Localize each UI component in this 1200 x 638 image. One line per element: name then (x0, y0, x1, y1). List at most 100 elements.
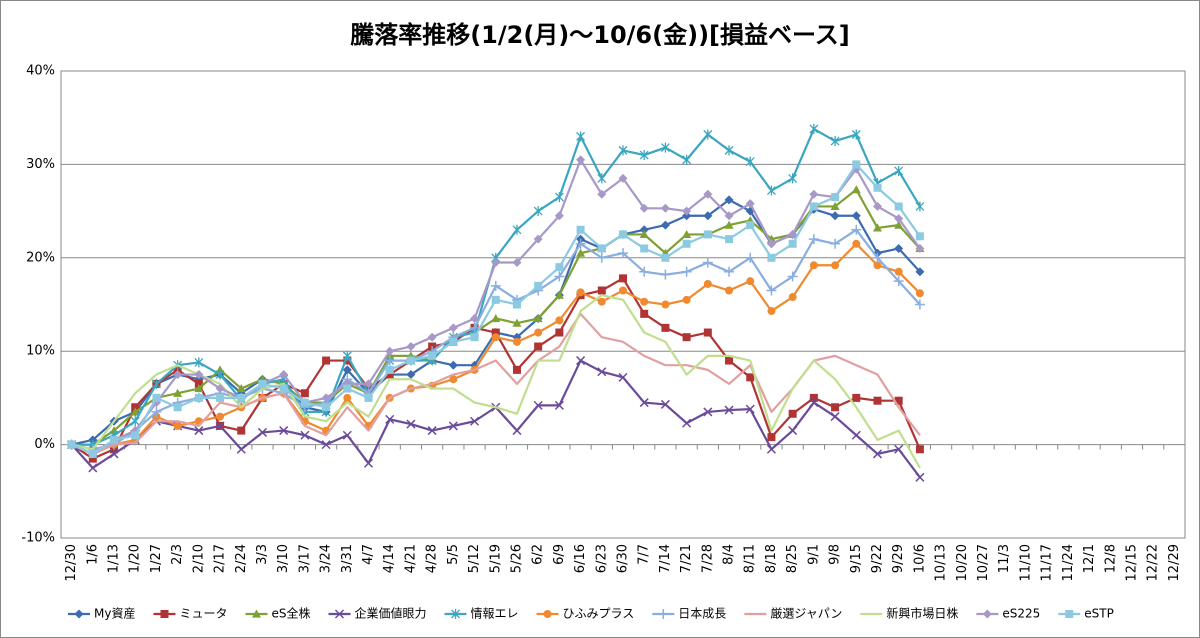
marker (491, 295, 500, 304)
marker (703, 189, 713, 199)
marker (703, 230, 712, 239)
x-tick-label: 10/27 (976, 544, 991, 581)
marker (364, 393, 373, 402)
marker (618, 372, 628, 382)
marker (342, 350, 352, 361)
x-tick-label: 4/28 (425, 544, 440, 573)
marker (894, 444, 904, 454)
marker (809, 189, 819, 199)
x-tick-label: 2/3 (170, 544, 185, 565)
marker (130, 416, 140, 427)
marker (873, 396, 882, 405)
marker (915, 472, 925, 482)
marker (619, 230, 627, 239)
legend-label: 企業価値眼力 (355, 606, 427, 621)
marker (152, 393, 161, 402)
marker (173, 388, 183, 397)
legend-label: My資産 (94, 606, 135, 621)
x-tick-label: 6/2 (531, 544, 546, 565)
marker (512, 365, 521, 374)
marker (809, 261, 818, 270)
marker (703, 129, 713, 140)
marker (151, 378, 161, 389)
marker (682, 229, 692, 239)
marker (576, 131, 586, 142)
legend-item: 新興市場日株 (860, 606, 958, 621)
marker (428, 351, 437, 360)
marker (554, 271, 565, 282)
marker (831, 193, 840, 202)
marker (724, 195, 734, 205)
x-tick-label: 8/25 (785, 544, 800, 573)
marker (618, 145, 628, 156)
marker (131, 403, 140, 412)
x-tick-label: 5/26 (509, 544, 524, 573)
marker (151, 406, 162, 417)
marker (852, 239, 861, 248)
marker (639, 398, 649, 408)
marker (469, 322, 480, 333)
marker (342, 430, 352, 440)
marker (109, 449, 119, 459)
marker (364, 379, 374, 389)
marker (724, 405, 734, 415)
marker (334, 609, 345, 619)
marker (872, 223, 882, 232)
marker (893, 276, 904, 287)
x-tick-label: 8/4 (722, 544, 737, 565)
legend-item: My資産 (68, 606, 135, 621)
marker (915, 445, 924, 454)
marker (640, 297, 649, 306)
legend-label: eS全株 (271, 606, 310, 621)
marker (831, 403, 840, 412)
series (71, 294, 921, 469)
marker (766, 444, 776, 454)
x-tick-label: 8/11 (743, 544, 758, 573)
marker (258, 379, 267, 388)
marker (809, 398, 819, 408)
marker (745, 252, 756, 263)
marker (703, 328, 712, 337)
x-tick-label: 11/10 (1018, 544, 1033, 581)
marker (490, 280, 501, 291)
x-tick-label: 2/17 (213, 544, 228, 573)
y-tick-label: 20% (26, 250, 55, 265)
legend-label: eSTP (1084, 607, 1114, 621)
marker (639, 203, 649, 213)
marker (766, 239, 776, 249)
marker (88, 463, 98, 473)
legend-item: 厳選ジャパン (744, 607, 842, 621)
marker (894, 202, 903, 211)
marker (575, 238, 586, 249)
x-tick-label: 2/10 (191, 544, 206, 573)
marker (427, 332, 437, 342)
x-tick-label: 11/17 (1040, 544, 1055, 581)
marker (639, 150, 649, 161)
x-tick-label: 6/23 (594, 544, 609, 573)
marker (894, 243, 904, 253)
x-tick-label: 10/20 (955, 544, 970, 581)
marker (237, 426, 246, 435)
marker (894, 267, 903, 276)
marker (851, 211, 861, 221)
marker (322, 403, 331, 412)
marker (703, 211, 713, 221)
marker (534, 342, 543, 351)
marker (406, 370, 416, 380)
marker (894, 220, 904, 229)
marker (725, 356, 734, 365)
marker (343, 393, 352, 402)
marker (852, 393, 861, 402)
marker (745, 404, 755, 414)
marker (194, 357, 204, 368)
marker (661, 323, 670, 332)
x-tick-label: 11/24 (1061, 544, 1076, 581)
marker (236, 384, 246, 393)
legend-label: eS225 (1002, 607, 1040, 621)
marker (914, 299, 925, 310)
marker (491, 314, 501, 323)
marker (300, 430, 310, 440)
marker (851, 129, 861, 140)
x-tick-label: 10/13 (934, 544, 949, 581)
marker (851, 430, 861, 440)
